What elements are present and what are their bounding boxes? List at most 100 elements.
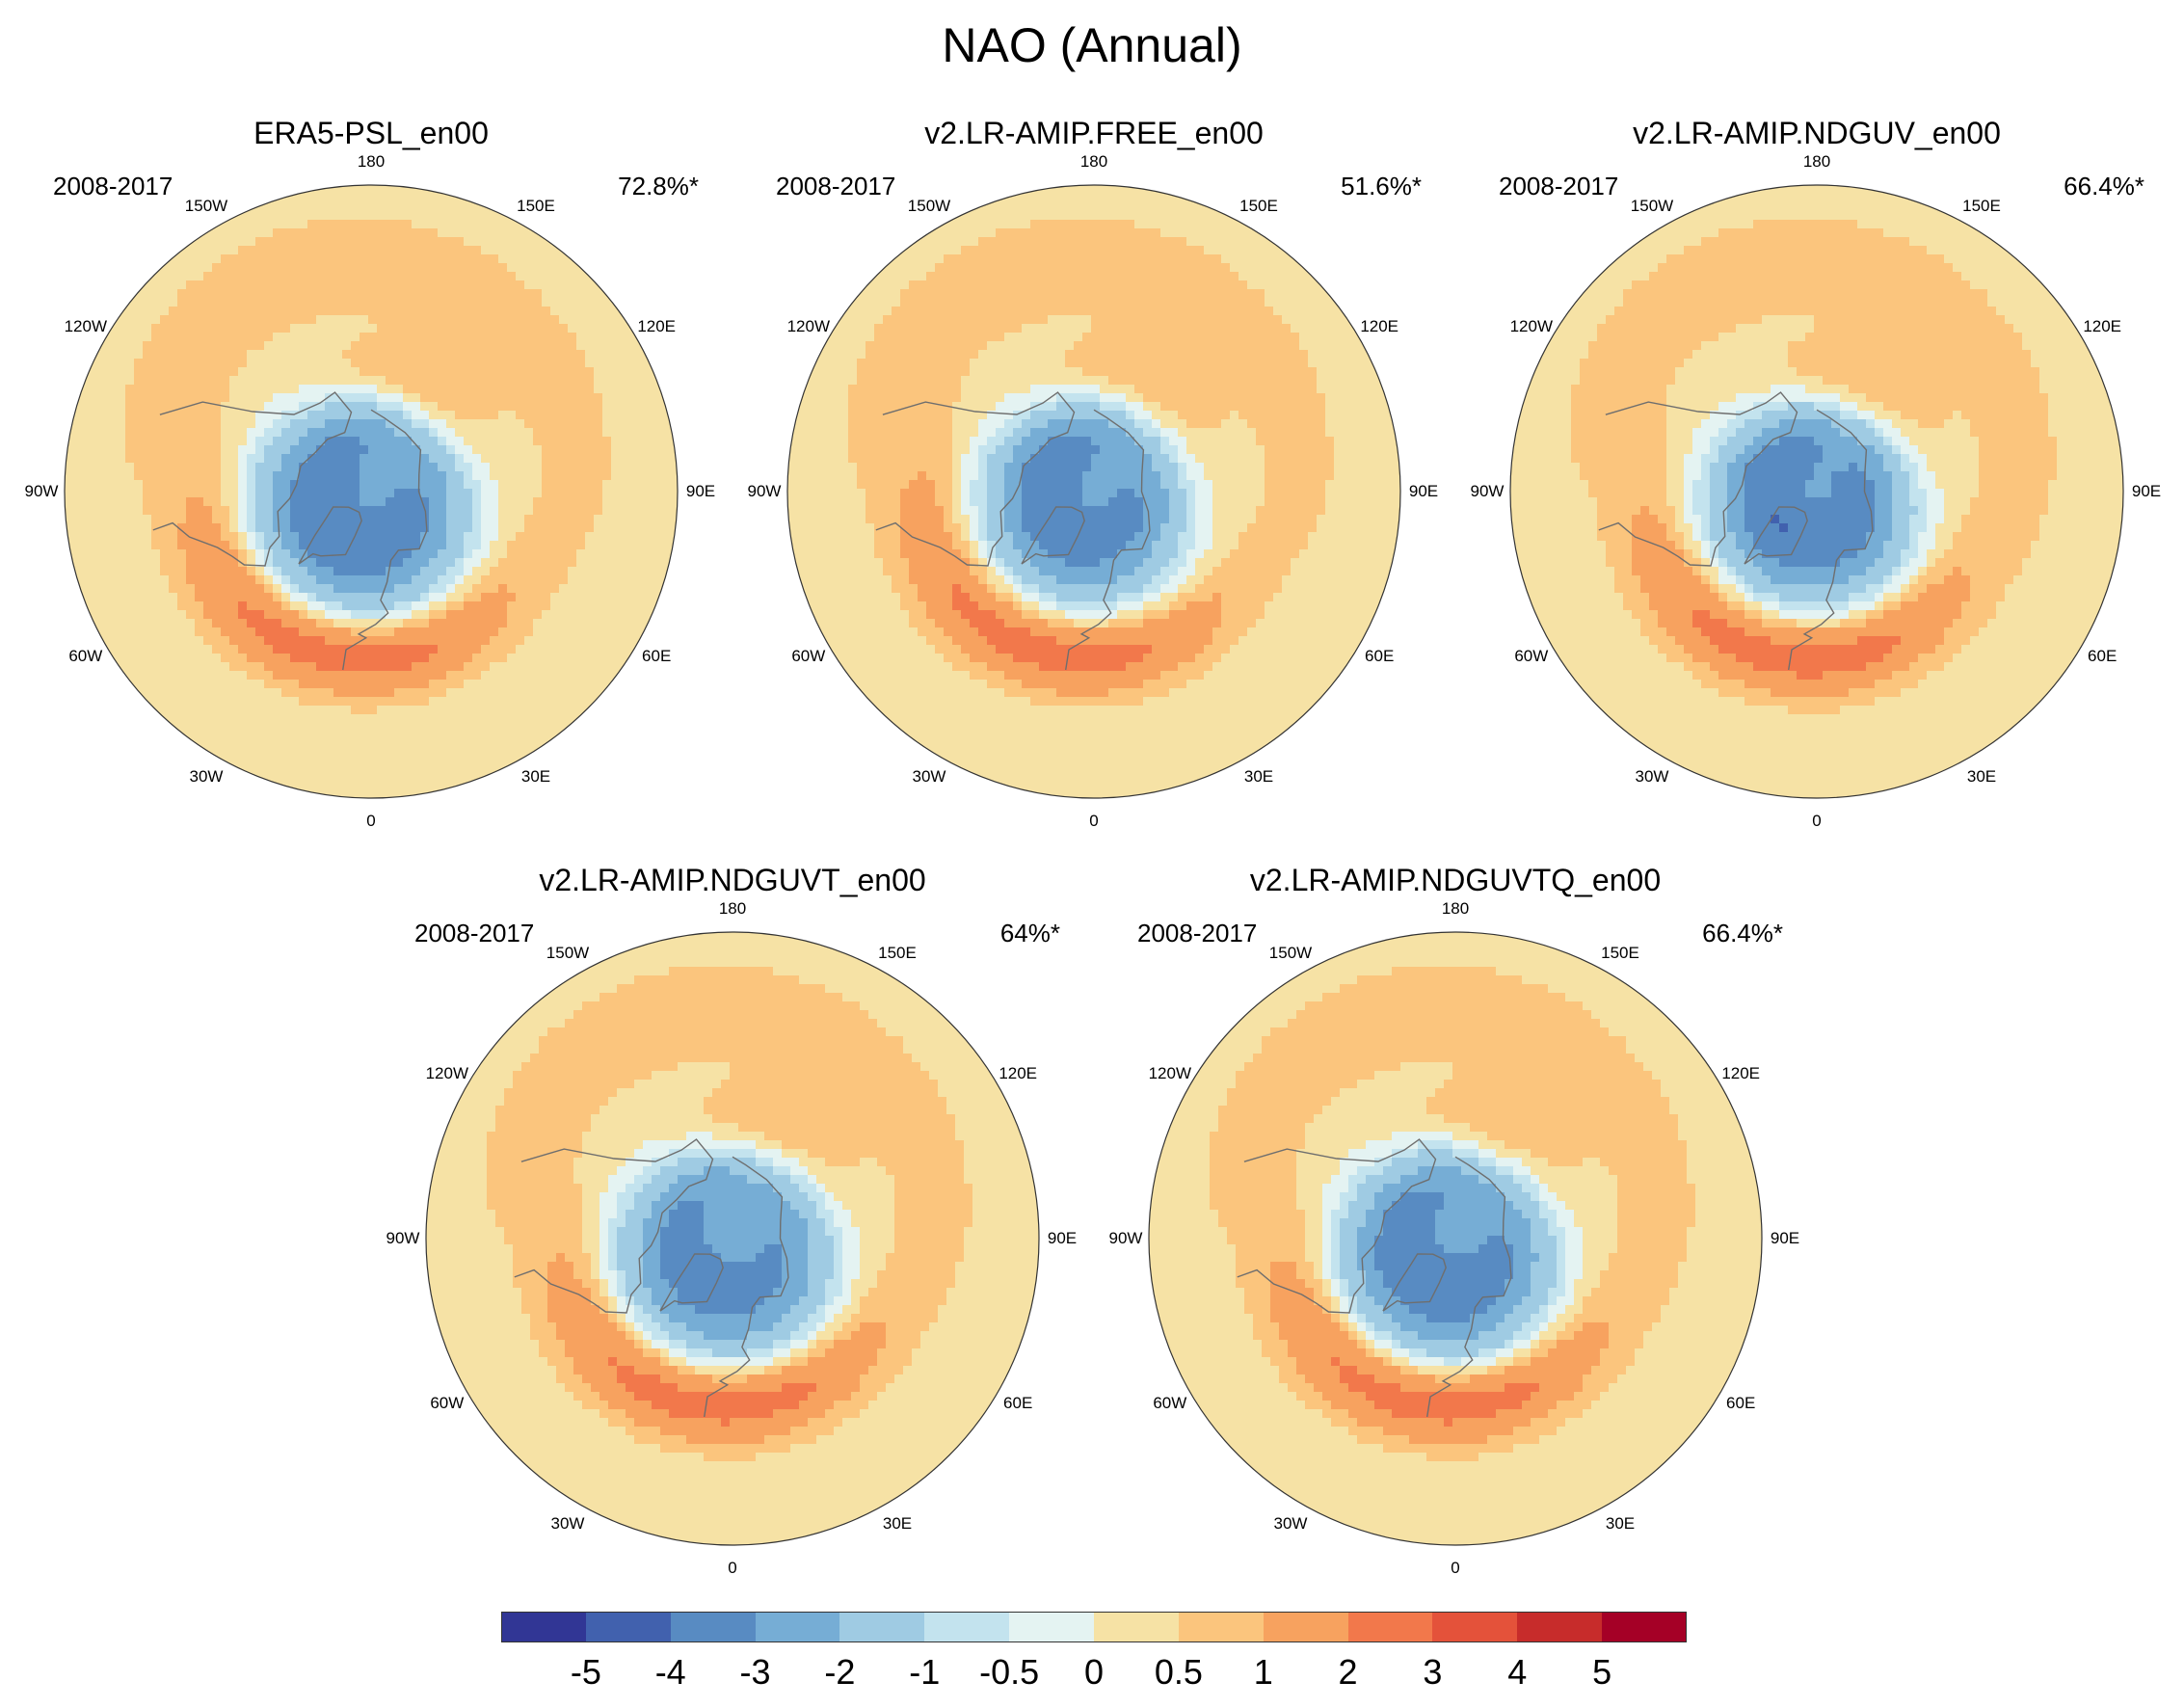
field-cell [533,549,543,559]
field-cell [654,497,664,507]
field-cell [360,333,369,342]
field-cell [533,428,543,438]
field-cell [229,280,239,290]
field-cell [542,324,551,334]
field-cell [507,411,517,420]
field-cell [195,437,204,446]
field-cell [628,428,638,438]
field-cell [550,567,560,576]
field-cell [516,367,525,377]
field-cell [117,402,126,412]
field-cell [429,341,439,351]
field-cell [290,567,300,576]
field-cell [831,315,840,325]
field-cell [73,567,83,576]
field-cell [143,706,152,715]
field-cell [576,350,586,360]
field-cell [585,636,595,646]
field-cell [125,688,135,698]
field-cell [559,428,569,438]
field-cell [360,575,369,585]
field-cell [978,307,988,316]
field-cell [663,419,673,429]
field-cell [386,723,395,733]
field-cell [195,324,204,334]
field-cell [255,298,265,307]
field-cell [438,575,447,585]
field-cell [874,298,884,307]
field-cell [1325,280,1335,290]
field-cell [229,454,239,464]
field-cell [264,541,274,550]
field-cell [429,385,439,394]
field-cell [134,333,144,342]
field-cell [628,541,638,550]
field-cell [203,662,213,672]
field-cell [177,307,187,316]
field-cell [238,393,248,403]
field-cell [438,393,447,403]
field-cell [542,341,551,351]
field-cell [1117,194,1127,203]
field-cell [1048,307,1057,316]
field-cell [360,194,369,203]
field-cell [594,402,603,412]
field-cell [169,732,178,741]
field-cell [91,601,100,611]
field-cell [446,393,456,403]
field-cell [1282,298,1292,307]
field-cell [1126,315,1135,325]
field-cell [1169,298,1179,307]
field-cell [281,506,291,516]
field-cell [351,272,360,281]
field-cell [177,480,187,490]
field-cell [585,662,595,672]
field-cell [264,671,274,681]
field-cell [524,393,534,403]
field-cell [377,575,386,585]
field-cell [455,732,465,741]
field-cell [212,575,222,585]
field-cell [333,402,343,412]
field-cell [646,593,655,602]
field-cell [498,671,508,681]
field-cell [255,359,265,368]
field-cell [151,263,161,273]
field-cell [1134,194,1144,203]
field-cell [1065,254,1075,264]
field-cell [1230,333,1239,342]
field-cell [455,532,465,542]
field-cell [342,359,352,368]
field-cell [316,350,326,360]
field-cell [386,289,395,299]
field-cell [524,324,534,334]
field-cell [221,254,230,264]
figure-title: NAO (Annual) [0,17,2184,73]
field-cell [446,740,456,750]
field-cell [316,706,326,715]
field-cell [264,471,274,481]
field-cell [238,732,248,741]
longitude-label: 150E [517,197,555,216]
field-cell [516,463,525,472]
field-cell [1134,333,1144,342]
field-cell [394,393,404,403]
field-cell [307,784,317,793]
field-cell [125,463,135,472]
field-cell [455,445,465,455]
field-cell [1178,211,1187,221]
field-cell [1048,333,1057,342]
field-cell [944,307,953,316]
field-cell [360,601,369,611]
field-cell [438,619,447,628]
field-cell [273,202,282,212]
field-cell [550,350,560,360]
field-cell [550,445,560,455]
field-cell [290,627,300,637]
field-cell [507,567,517,576]
field-cell [585,575,595,585]
field-cell [438,610,447,620]
field-cell [446,749,456,759]
field-cell [438,263,447,273]
field-cell [1091,272,1101,281]
